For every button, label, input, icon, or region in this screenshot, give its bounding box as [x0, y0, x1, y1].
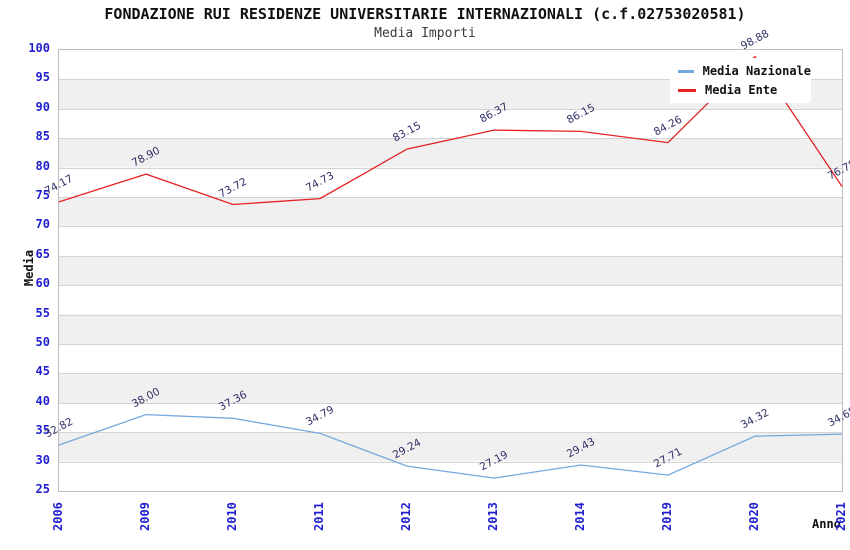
- legend-item-media-ente: Media Ente: [670, 83, 811, 97]
- legend-swatch-media-ente: [678, 88, 696, 92]
- y-tick-label: 100: [28, 41, 50, 55]
- x-tick-label: 2006: [51, 502, 65, 531]
- y-tick-label: 95: [35, 70, 50, 85]
- y-tick-label: 75: [35, 188, 50, 202]
- y-tick-label: 90: [35, 99, 50, 114]
- y-tick-label: 25: [35, 482, 50, 496]
- chart-title: FONDAZIONE RUI RESIDENZE UNIVERSITARIE I…: [104, 5, 746, 23]
- gridline: [59, 285, 842, 287]
- y-tick-label: 50: [35, 335, 50, 349]
- y-tick-label: 65: [35, 246, 50, 261]
- gridline: [59, 461, 842, 463]
- gridline: [59, 373, 842, 375]
- y-tick-label: 30: [35, 452, 50, 467]
- gridline: [59, 138, 842, 140]
- x-tick-label: 2021: [834, 502, 848, 531]
- y-tick-label: 60: [35, 276, 50, 291]
- series-line-media-nazionale: [58, 413, 843, 479]
- x-tick-label: 2013: [486, 502, 500, 531]
- gridline: [59, 226, 842, 228]
- gridline: [59, 255, 842, 257]
- y-tick-label: 40: [35, 393, 50, 408]
- gridline: [59, 314, 842, 316]
- y-tick-label: 35: [35, 423, 50, 438]
- chart-subtitle: Media Importi: [374, 26, 476, 41]
- gridline: [59, 79, 842, 81]
- y-tick-label: 70: [35, 217, 50, 232]
- series-lines: [58, 55, 843, 479]
- y-tick-label: 85: [35, 129, 50, 144]
- gridline: [59, 108, 842, 110]
- legend-label-media-nazionale: Media Nazionale: [702, 64, 811, 78]
- gridline: [59, 197, 842, 198]
- y-tick-label: 80: [35, 158, 50, 173]
- y-tick-label: 55: [35, 305, 50, 320]
- gridline: [59, 167, 842, 169]
- gridline: [59, 432, 842, 434]
- y-tick-label: 45: [35, 364, 50, 379]
- x-tick-label: 2014: [573, 502, 587, 531]
- x-axis-title: Anno: [812, 517, 841, 531]
- legend-swatch-media-nazionale: [678, 69, 694, 73]
- legend: Media Nazionale Media Ente: [670, 58, 811, 103]
- x-tick-label: 2010: [225, 502, 239, 531]
- x-tick-label: 2012: [399, 502, 413, 531]
- x-tick-label: 2020: [747, 502, 761, 531]
- x-tick-label: 2019: [660, 502, 674, 531]
- plot-area: 32.82 38.00 37.36 34.79 29.24 27.19 29.43 27.71…: [43, 27, 850, 492]
- x-tick-label: 2009: [138, 502, 152, 531]
- x-tick-label: 2011: [312, 502, 326, 531]
- legend-label-media-ente: Media Ente: [705, 83, 778, 97]
- gridline: [59, 402, 842, 404]
- legend-item-media-nazionale: Media Nazionale: [670, 64, 811, 78]
- gridline: [59, 344, 842, 345]
